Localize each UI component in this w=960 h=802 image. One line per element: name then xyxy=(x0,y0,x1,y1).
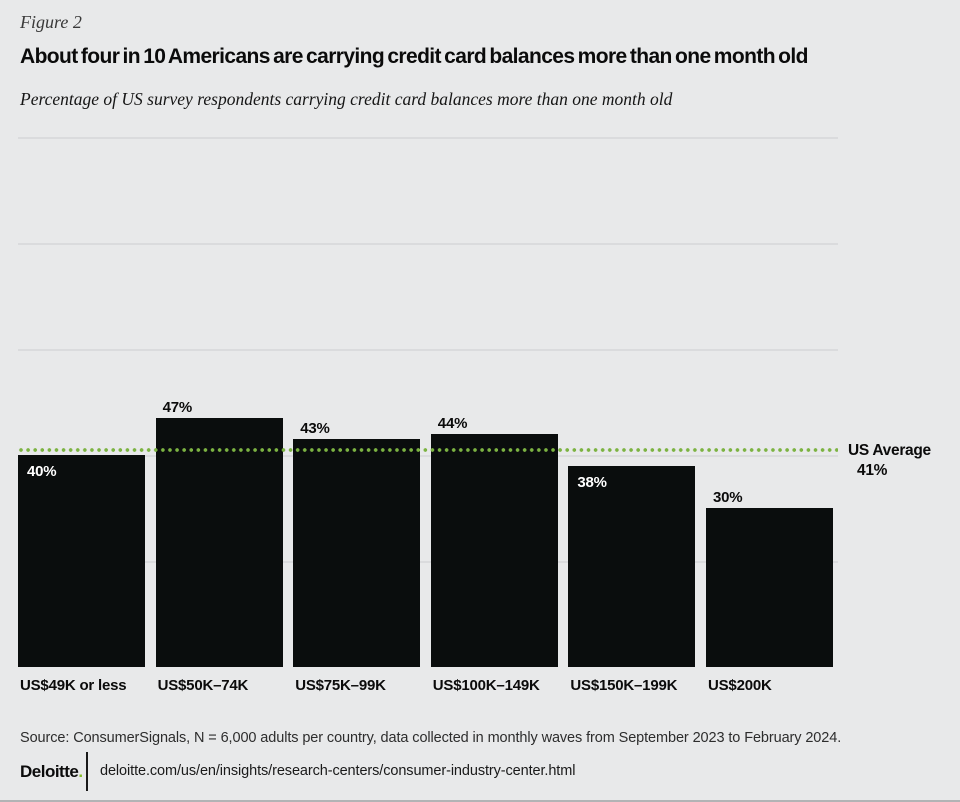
bar-6 xyxy=(706,508,833,667)
source-note: Source: ConsumerSignals, N = 6,000 adult… xyxy=(20,730,842,746)
page-title: About four in 10 Americans are carrying … xyxy=(20,45,808,68)
gridline-100pct xyxy=(18,137,838,139)
gridline-60pct xyxy=(18,349,838,351)
chart-subtitle: Percentage of US survey respondents carr… xyxy=(20,89,673,109)
us-average-value: 41% xyxy=(857,462,888,479)
gridline-40pct xyxy=(18,455,838,457)
x-axis-label-6: US$200K xyxy=(708,677,772,694)
figure-label: Figure 2 xyxy=(20,12,82,32)
gridline-80pct xyxy=(18,243,838,245)
bar-value-label-2: 47% xyxy=(162,398,193,416)
us-average-label: US Average 41% xyxy=(848,441,931,481)
us-average-dotted-line xyxy=(18,446,838,453)
bar-value-label-5: 38% xyxy=(577,473,607,491)
page-bottom-edge xyxy=(0,800,960,802)
gridline-20pct xyxy=(18,561,838,563)
x-axis-label-1: US$49K or less xyxy=(20,677,127,694)
deloitte-wordmark: Deloitte xyxy=(20,762,79,781)
x-axis-label-5: US$150K–199K xyxy=(570,677,678,694)
x-axis-label-2: US$50K–74K xyxy=(157,677,249,694)
footer-divider xyxy=(86,752,88,791)
footer-url: deloitte.com/us/en/insights/research-cen… xyxy=(100,763,576,779)
bar-value-label-1: 40% xyxy=(27,463,57,480)
bar-value-label-3: 43% xyxy=(300,420,330,438)
bar-4 xyxy=(430,433,558,667)
bar-chart-plot-area: 40% 47% 43% 44% 38% 30% xyxy=(18,137,838,667)
deloitte-green-dot-icon: . xyxy=(78,762,83,781)
bar-5 xyxy=(568,465,696,667)
bar-value-label-6: 30% xyxy=(713,489,743,506)
bar-value-label-4: 44% xyxy=(437,414,468,432)
x-axis-label-4: US$100K–149K xyxy=(432,677,540,694)
x-axis-label-3: US$75K–99K xyxy=(295,677,386,694)
bar-1 xyxy=(18,455,145,667)
deloitte-logo: Deloitte. xyxy=(20,762,83,782)
bar-2 xyxy=(155,417,283,667)
us-average-label-text: US Average xyxy=(848,442,931,459)
bar-3 xyxy=(293,439,421,667)
